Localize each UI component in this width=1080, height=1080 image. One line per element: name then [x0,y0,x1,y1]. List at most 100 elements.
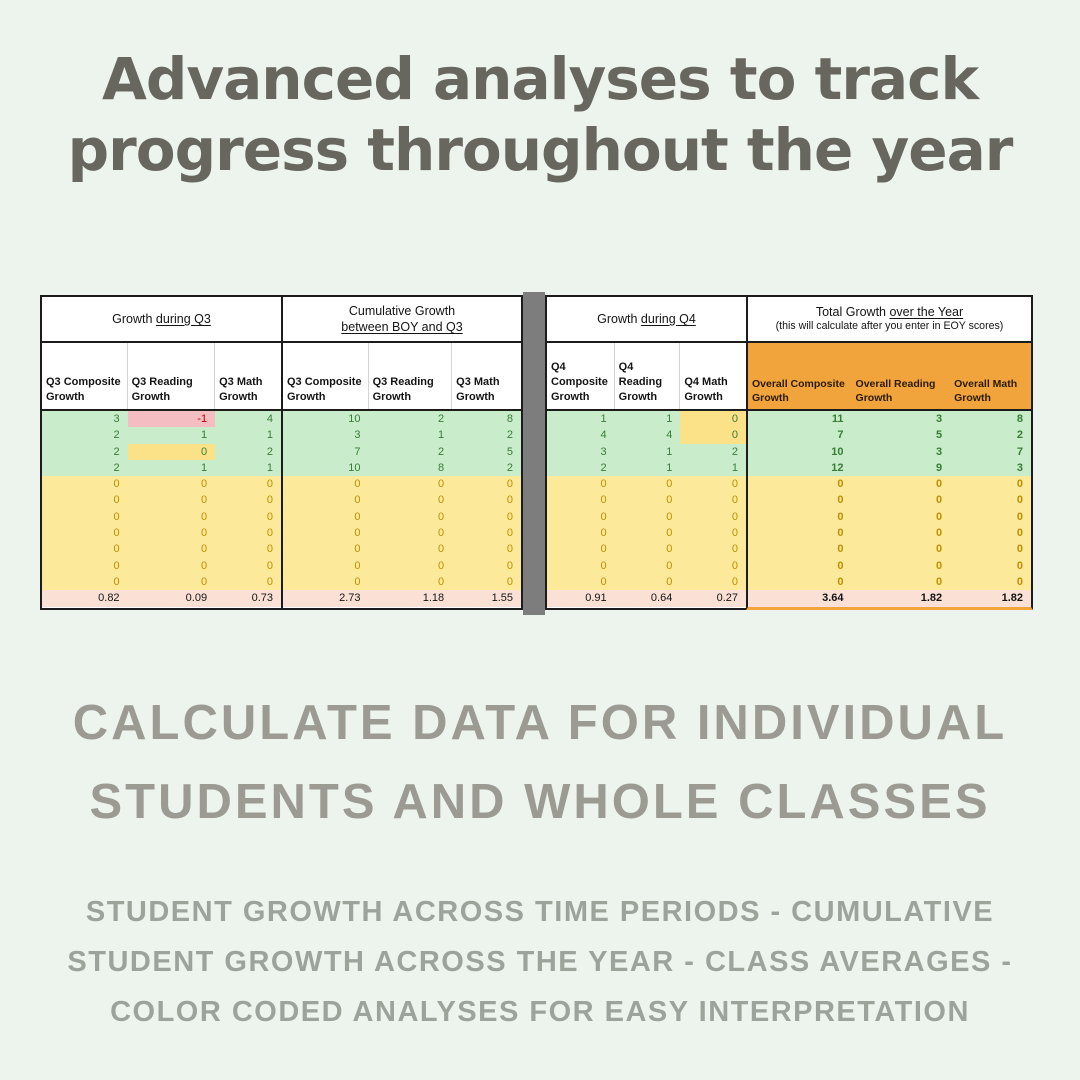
sheet-row: 3.64 1.82 1.82 [748,590,1031,607]
sheet-cell: 0 [200,527,208,540]
column-header: Q3 Reading Growth [369,343,453,409]
sheet-cell: 0 [354,575,361,588]
sheet-cell: 0 [1016,575,1023,588]
sheet-cell: 3 [936,413,943,425]
sheet-cell: 1.82 [1001,592,1023,605]
sheet-row: 0 0 0 [547,525,746,542]
sheet-cell: 0 [936,575,943,588]
sheet-cell: 0 [936,510,943,523]
sheet-cell: 3 [1016,461,1023,474]
sheet-cell: 0 [506,527,513,540]
column-header: Q4 Math Growth [684,376,728,404]
features-text: STUDENT GROWTH ACROSS TIME PERIODS - CUM… [67,896,1013,1028]
sheet-row: 11 3 8 [748,411,1031,428]
sheet-cell: 0 [731,559,739,572]
sheet-cell: 0.09 [185,592,208,605]
sheet-cell: 0 [113,543,120,556]
sheet-row: 0 0 0 [547,573,746,591]
column-header: Overall Math Growth [954,377,1018,404]
sheet-cell: 0 [506,575,513,588]
sheet-row: 2 1 1 [42,459,281,477]
sheet-row: 0 0 0 [283,476,521,493]
subheading: CALCULATE DATA FOR INDIVIDUAL STUDENTS A… [72,696,1008,830]
sheet-cell: 0 [936,494,943,507]
section-title: Growth during Q4 [547,297,746,343]
sheet-cell: 0 [837,543,844,556]
sheet-cell: 1 [666,461,673,474]
sheet-cell: 0 [354,494,361,507]
column-header: Q4 Composite Growth [547,343,615,409]
sheet-cell: 0 [506,494,513,507]
column-header: Q3 Reading Growth [128,343,216,409]
sheet-cell: 0 [438,559,445,572]
sheet-row: 0 0 0 [748,573,1031,591]
sheet-cell: 0 [438,494,445,507]
sheet-cell: 0 [731,543,739,556]
sheet-row: 0 0 0 [42,541,281,558]
sheet-cell: 0 [666,494,673,507]
sheet-cell: 0 [113,494,120,507]
sheet-cell: 0 [1016,494,1023,507]
sheet-cell: 0 [731,494,739,507]
sheet-cell: 7 [354,445,361,458]
sheet-divider-column [523,292,545,615]
sheet-cell: 0 [200,575,208,588]
sheet-cell: 8 [1016,413,1023,425]
sheet-cell: 0 [666,559,673,572]
sheet-cell: 0 [200,494,208,507]
sheet-row: 0 0 0 [748,557,1031,574]
sheet-cell: 4 [600,429,607,442]
sheet-cell: 1 [666,445,673,458]
sheet-row: 0 0 0 [547,557,746,574]
sheet-cell: 2 [1016,429,1023,442]
sheet-cell: 2 [266,445,273,458]
sheet-cell: 0 [266,575,273,588]
sheet-cell: 3 [936,445,943,458]
sheet-cell: 1 [266,429,273,442]
sheet-cell: 0 [731,510,739,523]
sheet-row: 10 3 7 [748,443,1031,460]
sheet-cell: 0 [438,510,445,523]
sheet-cell: 2 [600,461,607,474]
sheet-row: 3 -1 4 [42,411,281,428]
sheet-cell: 0 [438,575,445,588]
column-header: Q3 Math Growth [219,376,263,404]
sheet-section-growth-q3: Growth during Q3 Q3 Composite Growth Q3 Re… [40,295,283,610]
sheet-cell: 0 [666,543,673,556]
sheet-row: 0 0 0 [547,508,746,526]
sheet-cell: 0 [354,510,361,523]
sheet-cell: 3 [113,413,120,425]
sheet-row: 12 9 3 [748,459,1031,477]
sheet-cell: 0 [200,559,208,572]
sheet-cell: 2 [113,461,120,474]
sheet-cell: 0 [837,510,844,523]
sheet-row: 3 1 2 [547,443,746,460]
sheet-cell: 5 [936,429,943,442]
sheet-cell: 0 [936,478,943,491]
sheet-cell: 0 [354,478,361,491]
sheet-cell: 2 [113,429,120,442]
sheet-cell: 0 [354,559,361,572]
sheet-cell: 2 [506,461,513,474]
sheet-row: 3 1 2 [283,427,521,444]
sheet-section-total-year: Total Growth over the Year (this will cal… [746,295,1033,610]
sheet-cell: 0 [113,510,120,523]
sheet-cell: 0 [680,427,747,444]
sheet-row: 2 1 1 [547,459,746,477]
section-title: Growth during Q3 [42,297,281,343]
sheet-cell: 11 [831,413,844,425]
sheet-cell: 0 [666,510,673,523]
sheet-row: 10 2 8 [283,411,521,428]
sheet-cell: 0 [127,443,216,460]
section-title: Cumulative Growth between BOY and Q3 [283,297,521,343]
sheet-cell: 0 [438,478,445,491]
sheet-cell: 0 [837,559,844,572]
sheet-cell: 0 [438,543,445,556]
sheet-cell: 3 [354,429,361,442]
sheet-cell: 0 [354,527,361,540]
sheet-cell: 10 [348,461,361,474]
sheet-row: 0 0 0 [283,557,521,574]
sheet-cell: 1.55 [491,592,513,605]
sheet-cell: 2 [438,445,445,458]
